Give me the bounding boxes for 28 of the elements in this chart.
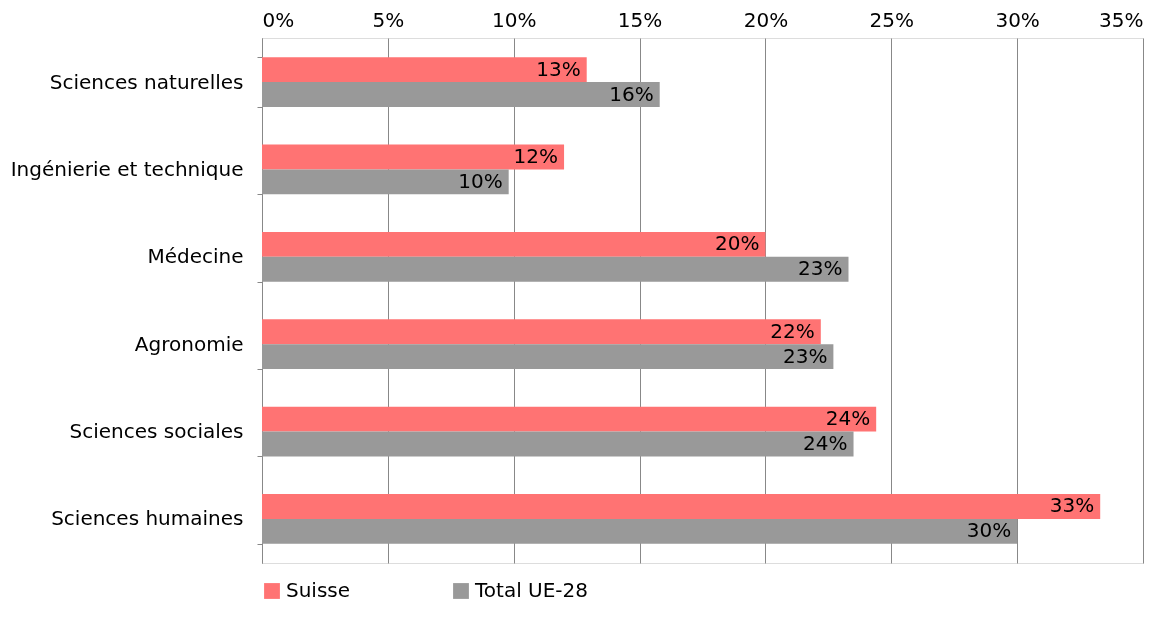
data-label: 13%: [536, 56, 581, 81]
y-tick-label: Ingénierie et technique: [10, 156, 244, 181]
x-tick-label: 0%: [262, 7, 295, 32]
data-label: 22%: [770, 318, 815, 343]
data-label: 30%: [966, 518, 1012, 543]
data-label: 23%: [782, 343, 828, 368]
data-label: 33%: [1049, 493, 1095, 518]
data-label: 20%: [714, 231, 760, 256]
x-tick-label: 15%: [617, 7, 663, 32]
y-tick-label: Médecine: [147, 244, 244, 269]
y-tick-label: Agronomie: [134, 331, 244, 356]
x-tick-label: 10%: [491, 7, 537, 32]
data-label: 24%: [803, 430, 848, 455]
data-label: 16%: [609, 81, 654, 106]
data-label: 10%: [458, 168, 503, 193]
y-tick-label: Sciences humaines: [51, 506, 244, 531]
data-label: 12%: [513, 144, 559, 169]
x-tick-label: 30%: [995, 7, 1040, 32]
data-label: 23%: [798, 256, 843, 281]
data-label: 24%: [825, 406, 871, 431]
x-tick-label: 35%: [1099, 7, 1144, 32]
y-tick-label: Sciences naturelles: [49, 69, 244, 94]
x-tick-label: 5%: [372, 7, 405, 32]
legend-label: Suisse: [286, 578, 351, 602]
legend-label: Total UE-28: [474, 578, 589, 602]
y-tick-label: Sciences sociales: [69, 419, 244, 444]
x-tick-label: 25%: [869, 7, 915, 32]
x-tick-label: 20%: [743, 7, 789, 32]
